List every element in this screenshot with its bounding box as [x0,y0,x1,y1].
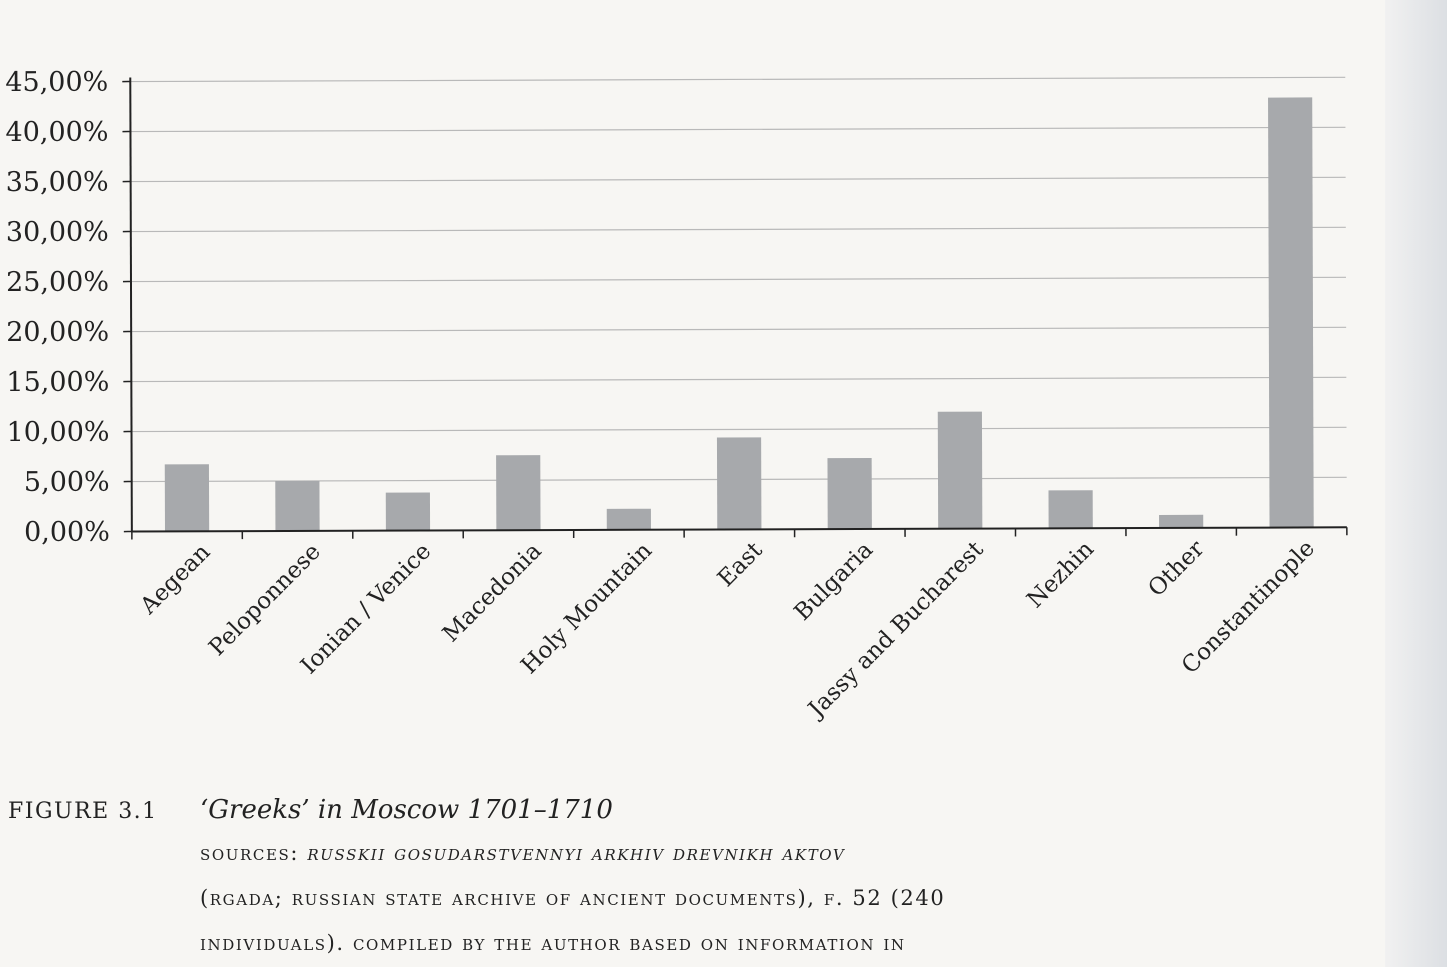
x-category-label: Jassy and Bucharest [802,536,989,724]
x-category-label: Aegean [135,539,216,620]
page-edge [1385,0,1447,967]
gridline [130,126,1346,133]
y-tick-label: 20,00% [6,317,109,348]
bar [1268,97,1314,528]
y-tick-labels: 0,00% 5,00% 10,00% 15,00% 20,00% 25,00% 30,00%… [5,67,110,548]
y-tick-label: 35,00% [6,167,109,198]
bar [164,464,210,532]
x-category-label: Nezhin [1022,536,1099,613]
y-tick-label: 30,00% [6,217,109,248]
gridline [130,226,1346,233]
gridline [131,376,1347,383]
gridline [130,276,1346,283]
gridline [131,326,1347,333]
sources-line-2: (RGADA; RUSSIAN STATE ARCHIVE OF ANCIENT… [200,886,946,910]
bars [164,97,1314,532]
bar [496,455,541,531]
sources-archive-name: RUSSKII GOSUDARSTVENNYI ARKHIV DREVNIKH … [307,841,846,865]
x-category-label: Macedonia [438,538,547,647]
x-category-label: East [713,537,768,592]
bar [827,457,872,530]
bar [1159,514,1204,528]
x-category-label: Peloponnese [204,539,326,661]
y-tick-label: 25,00% [6,267,109,298]
axes [122,77,1348,540]
y-tick-label: 5,00% [24,467,110,498]
bar [937,411,983,529]
y-tick-label: 40,00% [5,117,108,148]
bar [1048,490,1093,529]
sources-prefix: SOURCES: [200,841,308,865]
x-category-label: Other [1143,536,1209,602]
y-tick-label: 10,00% [7,417,110,448]
figure-sources: SOURCES: RUSSKII GOSUDARSTVENNYI ARKHIV … [200,831,1338,966]
y-tick-label: 45,00% [5,67,108,98]
y-tick-label: 0,00% [24,517,110,548]
bar [385,492,431,531]
sources-line-3: INDIVIDUALS). COMPILED BY THE AUTHOR BAS… [200,931,906,955]
bar-chart: 0,00% 5,00% 10,00% 15,00% 20,00% 25,00% 30,00%… [5,67,1348,724]
gridline [131,426,1347,433]
gridline [130,176,1346,183]
figure-title: ‘Greeks’ in Moscow 1701–1710 [200,795,613,825]
sources-line-1: SOURCES: RUSSKII GOSUDARSTVENNYI ARKHIV … [200,831,1338,876]
bar [275,480,320,532]
x-axis [131,526,1347,533]
x-category-label: Bulgaria [790,537,879,626]
figure-caption: FIGURE 3.1 ‘Greeks’ in Moscow 1701–1710 … [8,795,1338,966]
figure-label: FIGURE 3.1 [8,799,158,824]
y-tick-label: 15,00% [6,367,109,398]
gridlines [130,76,1347,483]
bar [716,437,762,530]
y-axis [129,77,133,532]
bar [606,508,651,530]
gridline [130,76,1346,83]
